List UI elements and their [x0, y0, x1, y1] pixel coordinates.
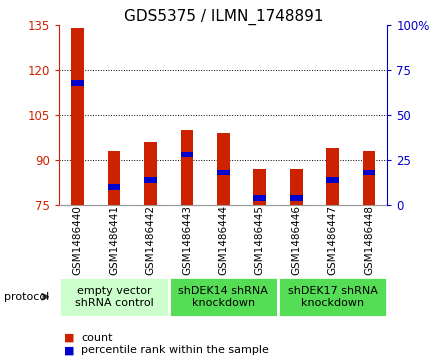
Text: GSM1486443: GSM1486443	[182, 205, 192, 276]
Bar	[290, 169, 303, 205]
Bar	[144, 177, 157, 183]
Title: GDS5375 / ILMN_1748891: GDS5375 / ILMN_1748891	[124, 9, 323, 25]
Text: GSM1486448: GSM1486448	[364, 205, 374, 276]
Bar	[180, 130, 193, 205]
Bar	[363, 170, 375, 175]
Bar	[59, 277, 169, 317]
Text: shDEK17 shRNA
knockdown: shDEK17 shRNA knockdown	[288, 286, 378, 308]
Bar	[363, 151, 375, 205]
Bar	[108, 184, 121, 190]
Bar	[144, 142, 157, 205]
Bar	[71, 80, 84, 86]
Bar	[253, 195, 266, 201]
Text: protocol: protocol	[4, 292, 50, 302]
Bar	[217, 133, 230, 205]
Text: ■: ■	[64, 333, 74, 343]
Bar	[71, 28, 84, 205]
Bar	[180, 152, 193, 158]
Text: empty vector
shRNA control: empty vector shRNA control	[75, 286, 154, 308]
Text: ■: ■	[64, 345, 74, 355]
Bar	[278, 277, 387, 317]
Text: shDEK14 shRNA
knockdown: shDEK14 shRNA knockdown	[178, 286, 268, 308]
Bar	[253, 169, 266, 205]
Text: GSM1486447: GSM1486447	[327, 205, 337, 276]
Bar	[169, 277, 278, 317]
Bar	[290, 195, 303, 201]
Bar	[108, 151, 121, 205]
Text: GSM1486445: GSM1486445	[255, 205, 265, 276]
Bar	[326, 148, 339, 205]
Text: GSM1486440: GSM1486440	[73, 205, 83, 276]
Text: GSM1486446: GSM1486446	[291, 205, 301, 276]
Bar	[326, 177, 339, 183]
Text: GSM1486442: GSM1486442	[146, 205, 155, 276]
Text: percentile rank within the sample: percentile rank within the sample	[81, 345, 269, 355]
Text: GSM1486441: GSM1486441	[109, 205, 119, 276]
Text: GSM1486444: GSM1486444	[218, 205, 228, 276]
Text: count: count	[81, 333, 113, 343]
Bar	[217, 170, 230, 175]
